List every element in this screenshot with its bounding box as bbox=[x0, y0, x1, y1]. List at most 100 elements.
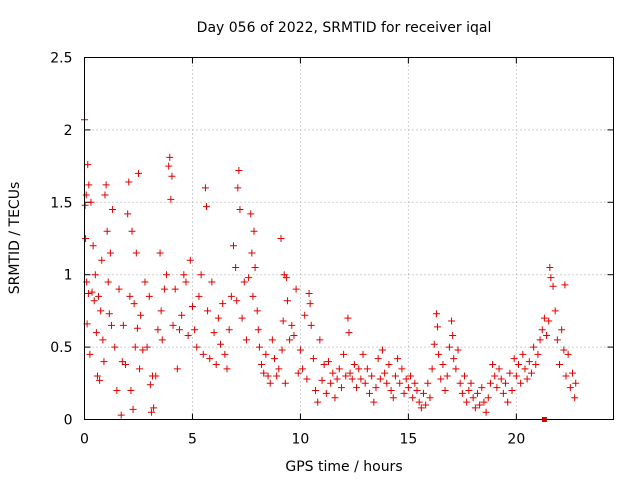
data-point bbox=[327, 379, 335, 387]
data-point bbox=[502, 379, 510, 387]
data-point bbox=[378, 346, 386, 354]
data-point bbox=[210, 329, 218, 337]
data-point bbox=[314, 398, 322, 406]
data-point bbox=[551, 307, 559, 315]
data-point bbox=[333, 375, 341, 383]
data-point bbox=[437, 375, 445, 383]
data-point bbox=[176, 326, 184, 334]
data-point bbox=[126, 292, 134, 300]
data-point bbox=[316, 336, 324, 344]
data-point bbox=[424, 379, 432, 387]
data-point bbox=[141, 278, 149, 286]
data-point bbox=[305, 290, 313, 298]
y-tick-label: 0 bbox=[64, 413, 73, 429]
data-point bbox=[536, 336, 544, 344]
chart-title: Day 056 of 2022, SRMTID for receiver iqa… bbox=[197, 20, 492, 36]
data-point bbox=[143, 343, 151, 351]
data-point bbox=[168, 172, 176, 180]
data-point bbox=[109, 206, 117, 214]
data-point bbox=[283, 297, 291, 305]
data-point bbox=[566, 384, 574, 392]
data-point bbox=[294, 369, 302, 377]
x-tick-label: 20 bbox=[507, 432, 525, 448]
data-point bbox=[439, 360, 447, 368]
data-point bbox=[128, 227, 136, 235]
data-point bbox=[512, 372, 520, 380]
data-point bbox=[417, 404, 425, 412]
data-point bbox=[271, 355, 279, 363]
y-tick-label: 0.5 bbox=[50, 340, 72, 356]
data-point bbox=[345, 329, 353, 337]
data-point bbox=[370, 398, 378, 406]
data-point bbox=[103, 227, 111, 235]
data-point bbox=[250, 227, 258, 235]
data-point bbox=[182, 278, 190, 286]
data-point bbox=[282, 274, 290, 282]
data-point bbox=[86, 350, 94, 358]
data-point bbox=[107, 321, 115, 329]
data-point bbox=[350, 360, 358, 368]
data-point bbox=[400, 389, 408, 397]
data-point bbox=[368, 372, 376, 380]
data-point bbox=[435, 350, 443, 358]
data-point bbox=[353, 384, 361, 392]
data-point bbox=[473, 389, 481, 397]
data-point bbox=[450, 355, 458, 363]
data-point bbox=[202, 203, 210, 211]
data-point bbox=[227, 292, 235, 300]
data-point bbox=[166, 153, 174, 161]
data-point bbox=[81, 201, 89, 209]
data-point bbox=[432, 310, 440, 318]
data-point bbox=[532, 360, 540, 368]
data-point bbox=[340, 350, 348, 358]
data-point bbox=[119, 321, 127, 329]
data-point bbox=[337, 384, 345, 392]
data-point bbox=[223, 365, 231, 373]
data-point bbox=[221, 350, 229, 358]
data-point bbox=[130, 300, 138, 308]
data-point bbox=[238, 314, 246, 322]
data-point bbox=[523, 375, 531, 383]
data-point bbox=[134, 169, 142, 177]
data-point bbox=[296, 346, 304, 354]
data-point bbox=[372, 384, 380, 392]
y-tick-label: 2 bbox=[64, 123, 73, 139]
data-point bbox=[419, 389, 427, 397]
data-point bbox=[197, 271, 205, 279]
data-point bbox=[545, 317, 553, 325]
data-point bbox=[89, 242, 97, 250]
data-point bbox=[232, 263, 240, 271]
data-point bbox=[489, 360, 497, 368]
data-point bbox=[303, 375, 311, 383]
data-point bbox=[104, 278, 112, 286]
data-point bbox=[247, 210, 255, 218]
data-point bbox=[342, 372, 350, 380]
data-point bbox=[540, 314, 548, 322]
data-point bbox=[422, 401, 430, 409]
data-point bbox=[96, 376, 104, 384]
data-point bbox=[299, 365, 307, 373]
data-point bbox=[113, 387, 121, 395]
data-point bbox=[129, 405, 137, 413]
data-point bbox=[385, 360, 393, 368]
data-point bbox=[97, 307, 105, 315]
data-point bbox=[383, 379, 391, 387]
data-point bbox=[92, 329, 100, 337]
data-point bbox=[158, 336, 166, 344]
data-point bbox=[454, 346, 462, 354]
data-point bbox=[469, 394, 477, 402]
data-point bbox=[115, 285, 123, 293]
data-point bbox=[508, 387, 516, 395]
data-point bbox=[324, 358, 332, 366]
data-point bbox=[212, 360, 220, 368]
data-point bbox=[117, 411, 125, 419]
data-point bbox=[309, 355, 317, 363]
data-point bbox=[163, 271, 171, 279]
data-points bbox=[81, 116, 580, 422]
data-point bbox=[476, 401, 484, 409]
data-point bbox=[320, 360, 328, 368]
data-point bbox=[292, 285, 300, 293]
data-point bbox=[101, 191, 109, 199]
data-point bbox=[100, 358, 108, 366]
